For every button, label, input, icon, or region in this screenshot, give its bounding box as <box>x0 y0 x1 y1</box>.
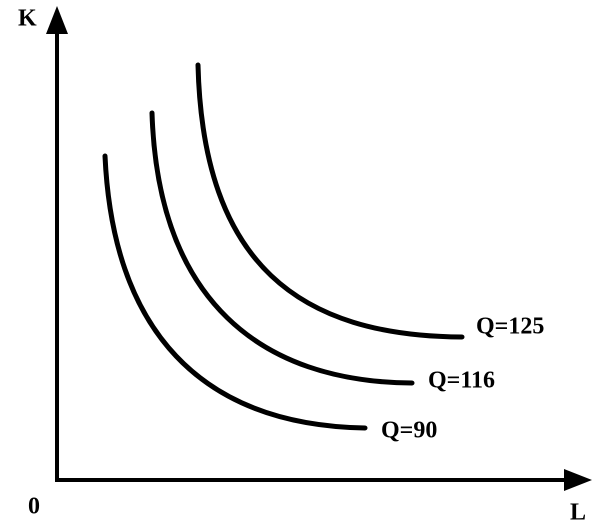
curve-label: Q=90 <box>381 418 437 444</box>
curve-label: Q=125 <box>476 314 544 340</box>
isoquant-curve <box>102 153 368 431</box>
isoquant-curve <box>195 62 465 340</box>
x-axis-arrow <box>564 469 592 491</box>
curve-label: Q=116 <box>428 368 495 394</box>
y-axis-label: K <box>18 6 37 32</box>
origin-label: 0 <box>28 494 40 520</box>
y-axis-arrow <box>46 6 68 34</box>
isoquant-curve <box>149 110 415 386</box>
x-axis-label: L <box>570 500 586 526</box>
